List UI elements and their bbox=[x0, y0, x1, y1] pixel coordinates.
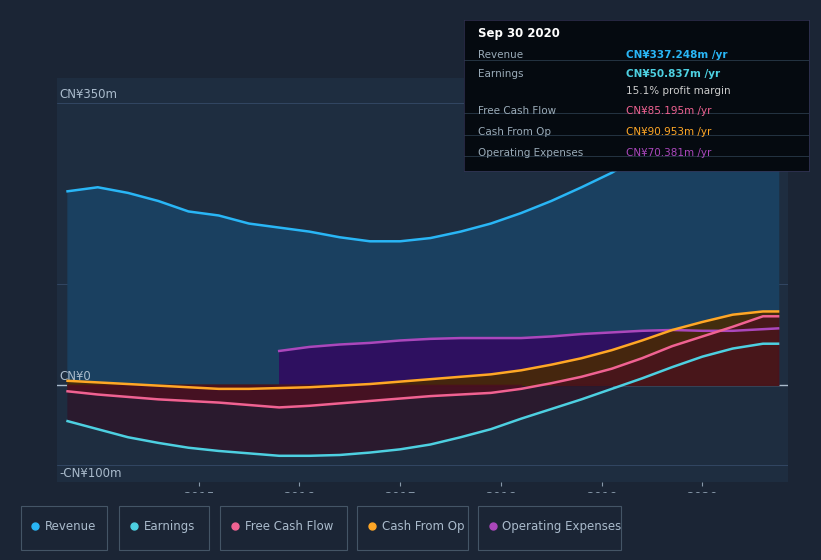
Text: Free Cash Flow: Free Cash Flow bbox=[245, 520, 333, 533]
Text: CN¥0: CN¥0 bbox=[59, 370, 91, 383]
Text: Cash From Op: Cash From Op bbox=[382, 520, 464, 533]
Text: Earnings: Earnings bbox=[144, 520, 195, 533]
Text: Revenue: Revenue bbox=[478, 50, 523, 60]
Text: Cash From Op: Cash From Op bbox=[478, 127, 551, 137]
Text: CN¥70.381m /yr: CN¥70.381m /yr bbox=[626, 148, 711, 158]
Text: CN¥337.248m /yr: CN¥337.248m /yr bbox=[626, 50, 727, 60]
Text: Operating Expenses: Operating Expenses bbox=[502, 520, 621, 533]
Text: Revenue: Revenue bbox=[45, 520, 97, 533]
Text: Sep 30 2020: Sep 30 2020 bbox=[478, 27, 560, 40]
Text: CN¥90.953m /yr: CN¥90.953m /yr bbox=[626, 127, 711, 137]
Text: CN¥50.837m /yr: CN¥50.837m /yr bbox=[626, 69, 720, 80]
Text: CN¥85.195m /yr: CN¥85.195m /yr bbox=[626, 106, 712, 116]
Text: Free Cash Flow: Free Cash Flow bbox=[478, 106, 556, 116]
Text: -CN¥100m: -CN¥100m bbox=[59, 467, 122, 480]
Text: Operating Expenses: Operating Expenses bbox=[478, 148, 583, 158]
Text: CN¥350m: CN¥350m bbox=[59, 88, 117, 101]
Text: 15.1% profit margin: 15.1% profit margin bbox=[626, 86, 731, 96]
Text: Earnings: Earnings bbox=[478, 69, 523, 80]
